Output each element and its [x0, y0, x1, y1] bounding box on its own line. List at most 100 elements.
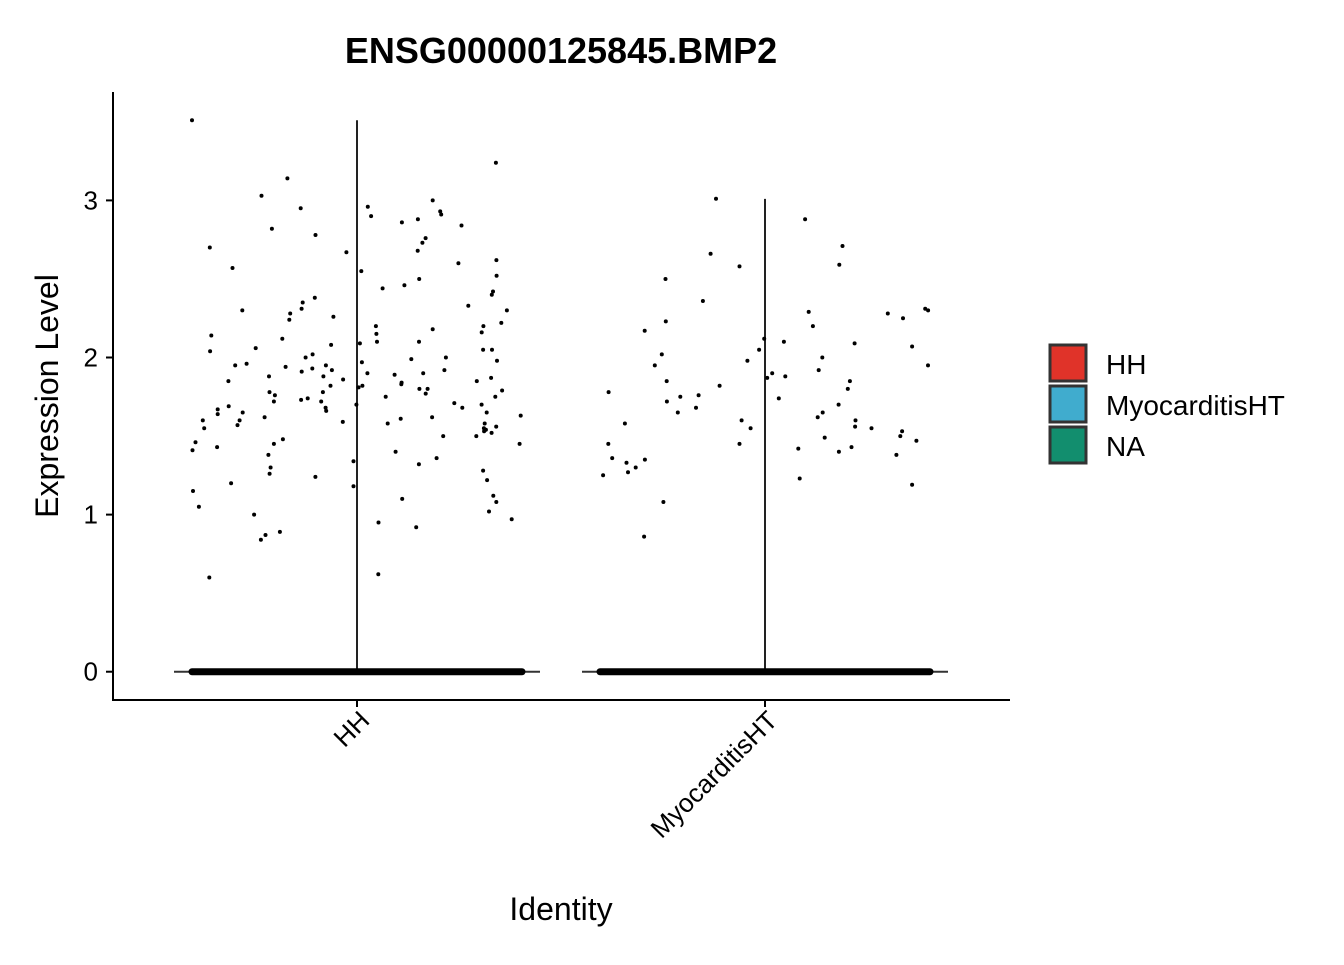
data-point	[459, 223, 464, 228]
y-axis-label: Expression Level	[29, 274, 65, 518]
data-point	[737, 441, 742, 446]
data-point	[926, 363, 930, 368]
legend-label: MyocarditisHT	[1106, 390, 1285, 421]
data-point	[207, 245, 212, 250]
y-tick-label: 0	[84, 657, 98, 687]
data-point	[642, 457, 647, 462]
x-tick-label: HH	[327, 705, 375, 753]
data-point	[392, 372, 397, 377]
data-point	[737, 264, 742, 269]
data-point	[438, 209, 443, 214]
data-point	[626, 470, 630, 475]
data-point	[215, 445, 220, 450]
data-point	[417, 277, 422, 281]
data-point	[340, 419, 345, 424]
data-point	[240, 410, 245, 415]
data-point	[266, 452, 271, 457]
data-point	[323, 405, 328, 410]
data-point	[420, 240, 425, 245]
data-point	[288, 311, 293, 316]
data-point	[489, 292, 494, 297]
data-point	[489, 375, 494, 380]
data-point	[748, 426, 753, 431]
data-point	[310, 352, 315, 357]
data-point	[664, 399, 669, 404]
data-point	[840, 244, 845, 248]
data-point	[439, 212, 444, 217]
data-point	[229, 481, 234, 486]
data-point	[331, 314, 336, 319]
data-point	[267, 374, 271, 379]
data-point	[373, 324, 378, 329]
data-point	[190, 118, 194, 123]
y-tick-label: 2	[84, 343, 98, 373]
data-point	[659, 352, 664, 357]
data-point	[898, 434, 903, 439]
data-point	[661, 500, 666, 504]
data-point	[344, 250, 349, 255]
data-point	[369, 214, 374, 219]
data-point	[354, 402, 359, 407]
data-point	[416, 462, 421, 467]
data-point	[491, 493, 496, 498]
data-point	[303, 355, 308, 360]
data-point	[287, 317, 292, 322]
data-point	[400, 496, 405, 501]
data-point	[853, 424, 858, 429]
data-point	[423, 236, 428, 241]
data-point	[421, 371, 426, 376]
data-point	[517, 441, 522, 446]
data-point	[494, 258, 499, 263]
data-point	[385, 421, 390, 426]
data-point	[196, 504, 201, 509]
data-point	[869, 426, 874, 431]
data-point	[494, 424, 499, 429]
data-point	[675, 410, 680, 415]
data-point	[398, 416, 403, 421]
data-point	[226, 404, 231, 409]
data-point	[262, 415, 267, 420]
legend-swatch	[1048, 343, 1088, 383]
data-point	[837, 262, 842, 267]
data-point	[329, 342, 334, 347]
data-point	[365, 204, 370, 209]
data-point	[259, 193, 264, 198]
data-point	[430, 415, 435, 420]
data-point	[836, 402, 841, 407]
data-point	[359, 360, 364, 365]
data-point	[810, 324, 815, 329]
data-point	[452, 401, 457, 406]
data-point	[663, 319, 668, 324]
data-point	[836, 449, 841, 454]
y-axis-ticks: 0 1 2 3	[84, 185, 113, 687]
data-point	[500, 388, 505, 393]
data-point	[664, 379, 669, 384]
data-point	[283, 364, 288, 369]
data-point	[190, 448, 195, 453]
data-point	[745, 358, 750, 363]
x-tick-label: MyocarditisHT	[645, 705, 784, 844]
data-point	[324, 408, 329, 413]
data-point	[299, 397, 304, 402]
data-point	[299, 306, 304, 311]
data-point	[277, 529, 282, 534]
data-point	[815, 415, 820, 420]
data-point	[271, 441, 276, 446]
data-point	[230, 266, 235, 270]
data-point	[494, 500, 499, 504]
data-point	[356, 385, 361, 390]
data-point	[493, 394, 498, 399]
data-point	[300, 300, 305, 305]
data-point	[852, 341, 857, 346]
data-point	[885, 311, 890, 316]
x-axis-label: Identity	[509, 891, 612, 927]
data-point	[423, 391, 428, 396]
data-point	[495, 358, 499, 363]
data-point	[652, 363, 657, 368]
data-point	[215, 412, 220, 417]
data-point	[375, 339, 379, 344]
data-point	[499, 320, 504, 325]
data-point	[376, 520, 381, 525]
data-point	[207, 575, 212, 580]
